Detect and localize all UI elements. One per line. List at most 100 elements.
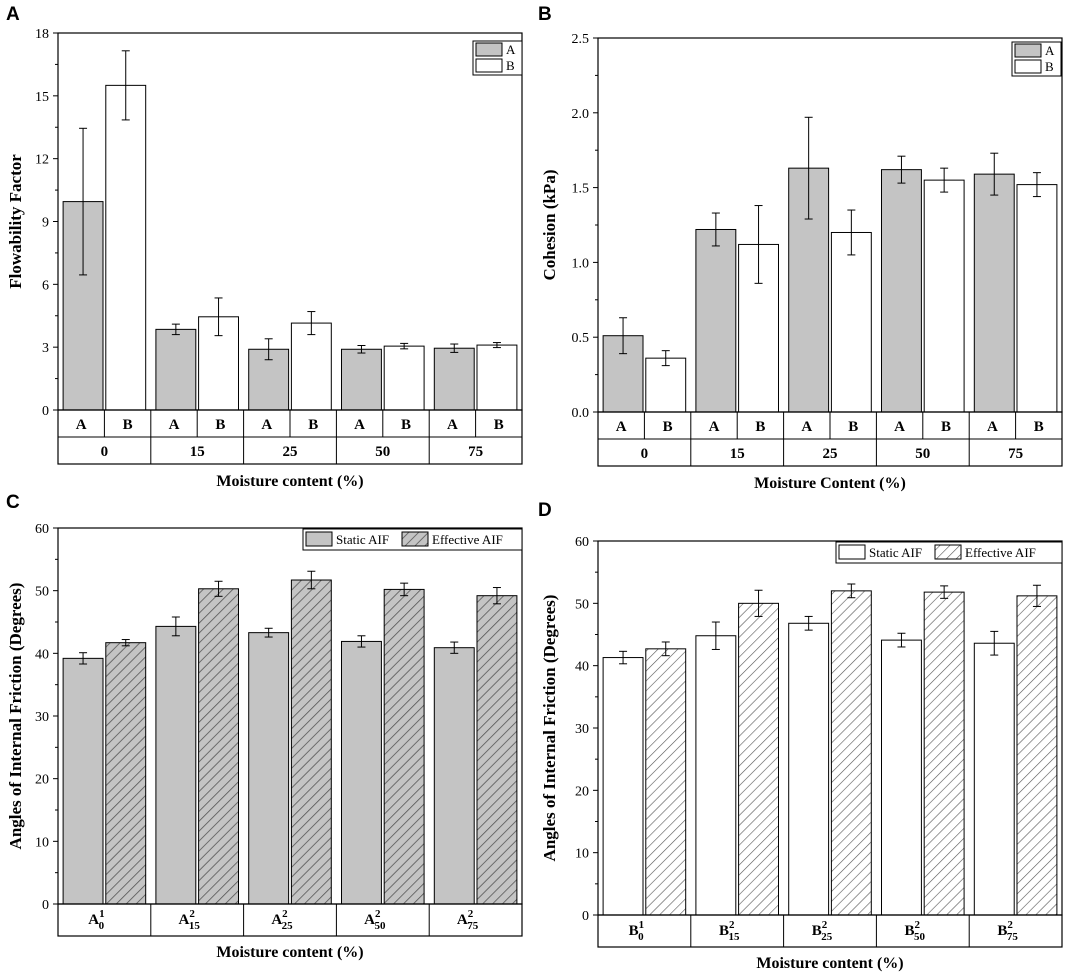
- bar: [602, 657, 644, 916]
- y-tick-label: 20: [575, 784, 589, 799]
- y-axis-label: Cohesion (kPa): [540, 170, 559, 281]
- series-cell-label: A: [894, 419, 905, 435]
- bar: [62, 657, 104, 905]
- series-cell-label: B: [401, 417, 411, 433]
- bar: [695, 635, 737, 916]
- legend-swatch: [838, 544, 866, 560]
- y-tick-label: 9: [42, 216, 49, 231]
- series-cell-label: B: [663, 419, 673, 435]
- legend-label: A: [1045, 43, 1055, 58]
- legend-label: B: [506, 58, 515, 73]
- bar: [645, 357, 687, 413]
- series-cell-label: A: [354, 417, 365, 433]
- y-axis-label: Flowability Factor: [6, 154, 25, 289]
- legend-swatch: [305, 531, 333, 547]
- y-tick-label: 40: [575, 660, 589, 675]
- legend: Static AIF Effective AIF: [302, 528, 523, 551]
- series-cell-label: A: [801, 419, 812, 435]
- x-category-label: 75: [1008, 446, 1023, 462]
- bar: [248, 632, 290, 905]
- legend-swatch: [475, 58, 503, 73]
- x-category-label: 50: [375, 444, 390, 460]
- bar: [1016, 184, 1058, 413]
- y-tick-label: 3: [42, 341, 49, 356]
- series-cell-label: A: [261, 417, 272, 433]
- x-category-label: A2 15: [179, 908, 201, 932]
- x-axis-label: Moisture content (%): [216, 944, 363, 961]
- bar: [198, 588, 239, 905]
- bar: [695, 228, 737, 413]
- bar: [923, 591, 965, 916]
- y-tick-label: 50: [575, 597, 589, 612]
- y-axis-label: Angles of Internal Friction (Degrees): [540, 595, 559, 862]
- bar: [476, 344, 518, 411]
- bar: [830, 590, 872, 916]
- bar: [881, 169, 922, 413]
- bar: [433, 647, 475, 905]
- x-category-label: B2 25: [812, 919, 833, 943]
- bar: [881, 639, 922, 916]
- x-category-label: 50: [915, 446, 930, 462]
- x-category-label: 25: [823, 446, 838, 462]
- series-cell-label: B: [941, 419, 951, 435]
- legend-swatch: [1014, 43, 1042, 58]
- panel-letter: D: [538, 500, 552, 521]
- bar: [155, 328, 197, 411]
- x-category-label: 0: [641, 446, 649, 462]
- category-table: [597, 914, 1063, 948]
- y-tick-label: 0: [42, 404, 49, 419]
- bar: [738, 602, 779, 916]
- y-tick-label: 6: [42, 278, 49, 293]
- panel-letter: B: [538, 4, 552, 25]
- y-tick-label: 0.5: [572, 331, 590, 346]
- legend-label: Static AIF: [336, 532, 389, 547]
- y-tick-label: 40: [35, 647, 49, 662]
- x-axis-label: Moisture Content (%): [754, 475, 906, 492]
- bar: [341, 640, 382, 905]
- legend: Static AIF Effective AIF: [835, 541, 1063, 564]
- series-cell-label: B: [215, 417, 225, 433]
- x-category-label: B2 15: [719, 919, 740, 943]
- x-category-label: A2 25: [271, 908, 293, 932]
- bar: [1016, 595, 1058, 916]
- y-tick-label: 0: [42, 898, 49, 913]
- series-cell-label: B: [123, 417, 133, 433]
- bar: [290, 579, 332, 905]
- x-category-label: B2 50: [905, 919, 926, 943]
- y-tick-label: 50: [35, 585, 49, 600]
- y-tick-label: 0: [582, 909, 589, 924]
- bar: [341, 348, 382, 411]
- series-cell-label: A: [447, 417, 458, 433]
- bar: [973, 642, 1015, 916]
- legend-swatch: [401, 531, 429, 547]
- bar: [923, 179, 965, 413]
- legend-label: Effective AIF: [432, 532, 503, 547]
- bar: [155, 625, 197, 905]
- y-tick-label: 1.0: [572, 256, 590, 271]
- legend-swatch: [1014, 59, 1042, 74]
- x-category-label: 15: [190, 444, 205, 460]
- series-cell-label: B: [755, 419, 765, 435]
- x-category-label: A2 75: [457, 908, 479, 932]
- bar: [476, 595, 518, 905]
- y-tick-label: 15: [35, 90, 49, 105]
- x-category-label: B1 0: [629, 919, 645, 943]
- legend-label: Effective AIF: [965, 545, 1036, 560]
- legend-swatch: [934, 544, 962, 560]
- y-tick-label: 30: [35, 710, 49, 725]
- bar: [105, 642, 147, 905]
- x-category-label: 75: [468, 444, 483, 460]
- x-axis-label: Moisture content (%): [756, 955, 903, 972]
- series-cell-label: B: [494, 417, 504, 433]
- series-cell-label: B: [308, 417, 318, 433]
- y-tick-label: 60: [575, 535, 589, 550]
- x-category-label: 15: [730, 446, 745, 462]
- series-cell-label: A: [616, 419, 627, 435]
- x-category-label: A1 0: [88, 908, 104, 932]
- legend: AB: [1011, 41, 1062, 77]
- series-cell-label: A: [987, 419, 998, 435]
- y-tick-label: 1.5: [572, 182, 590, 197]
